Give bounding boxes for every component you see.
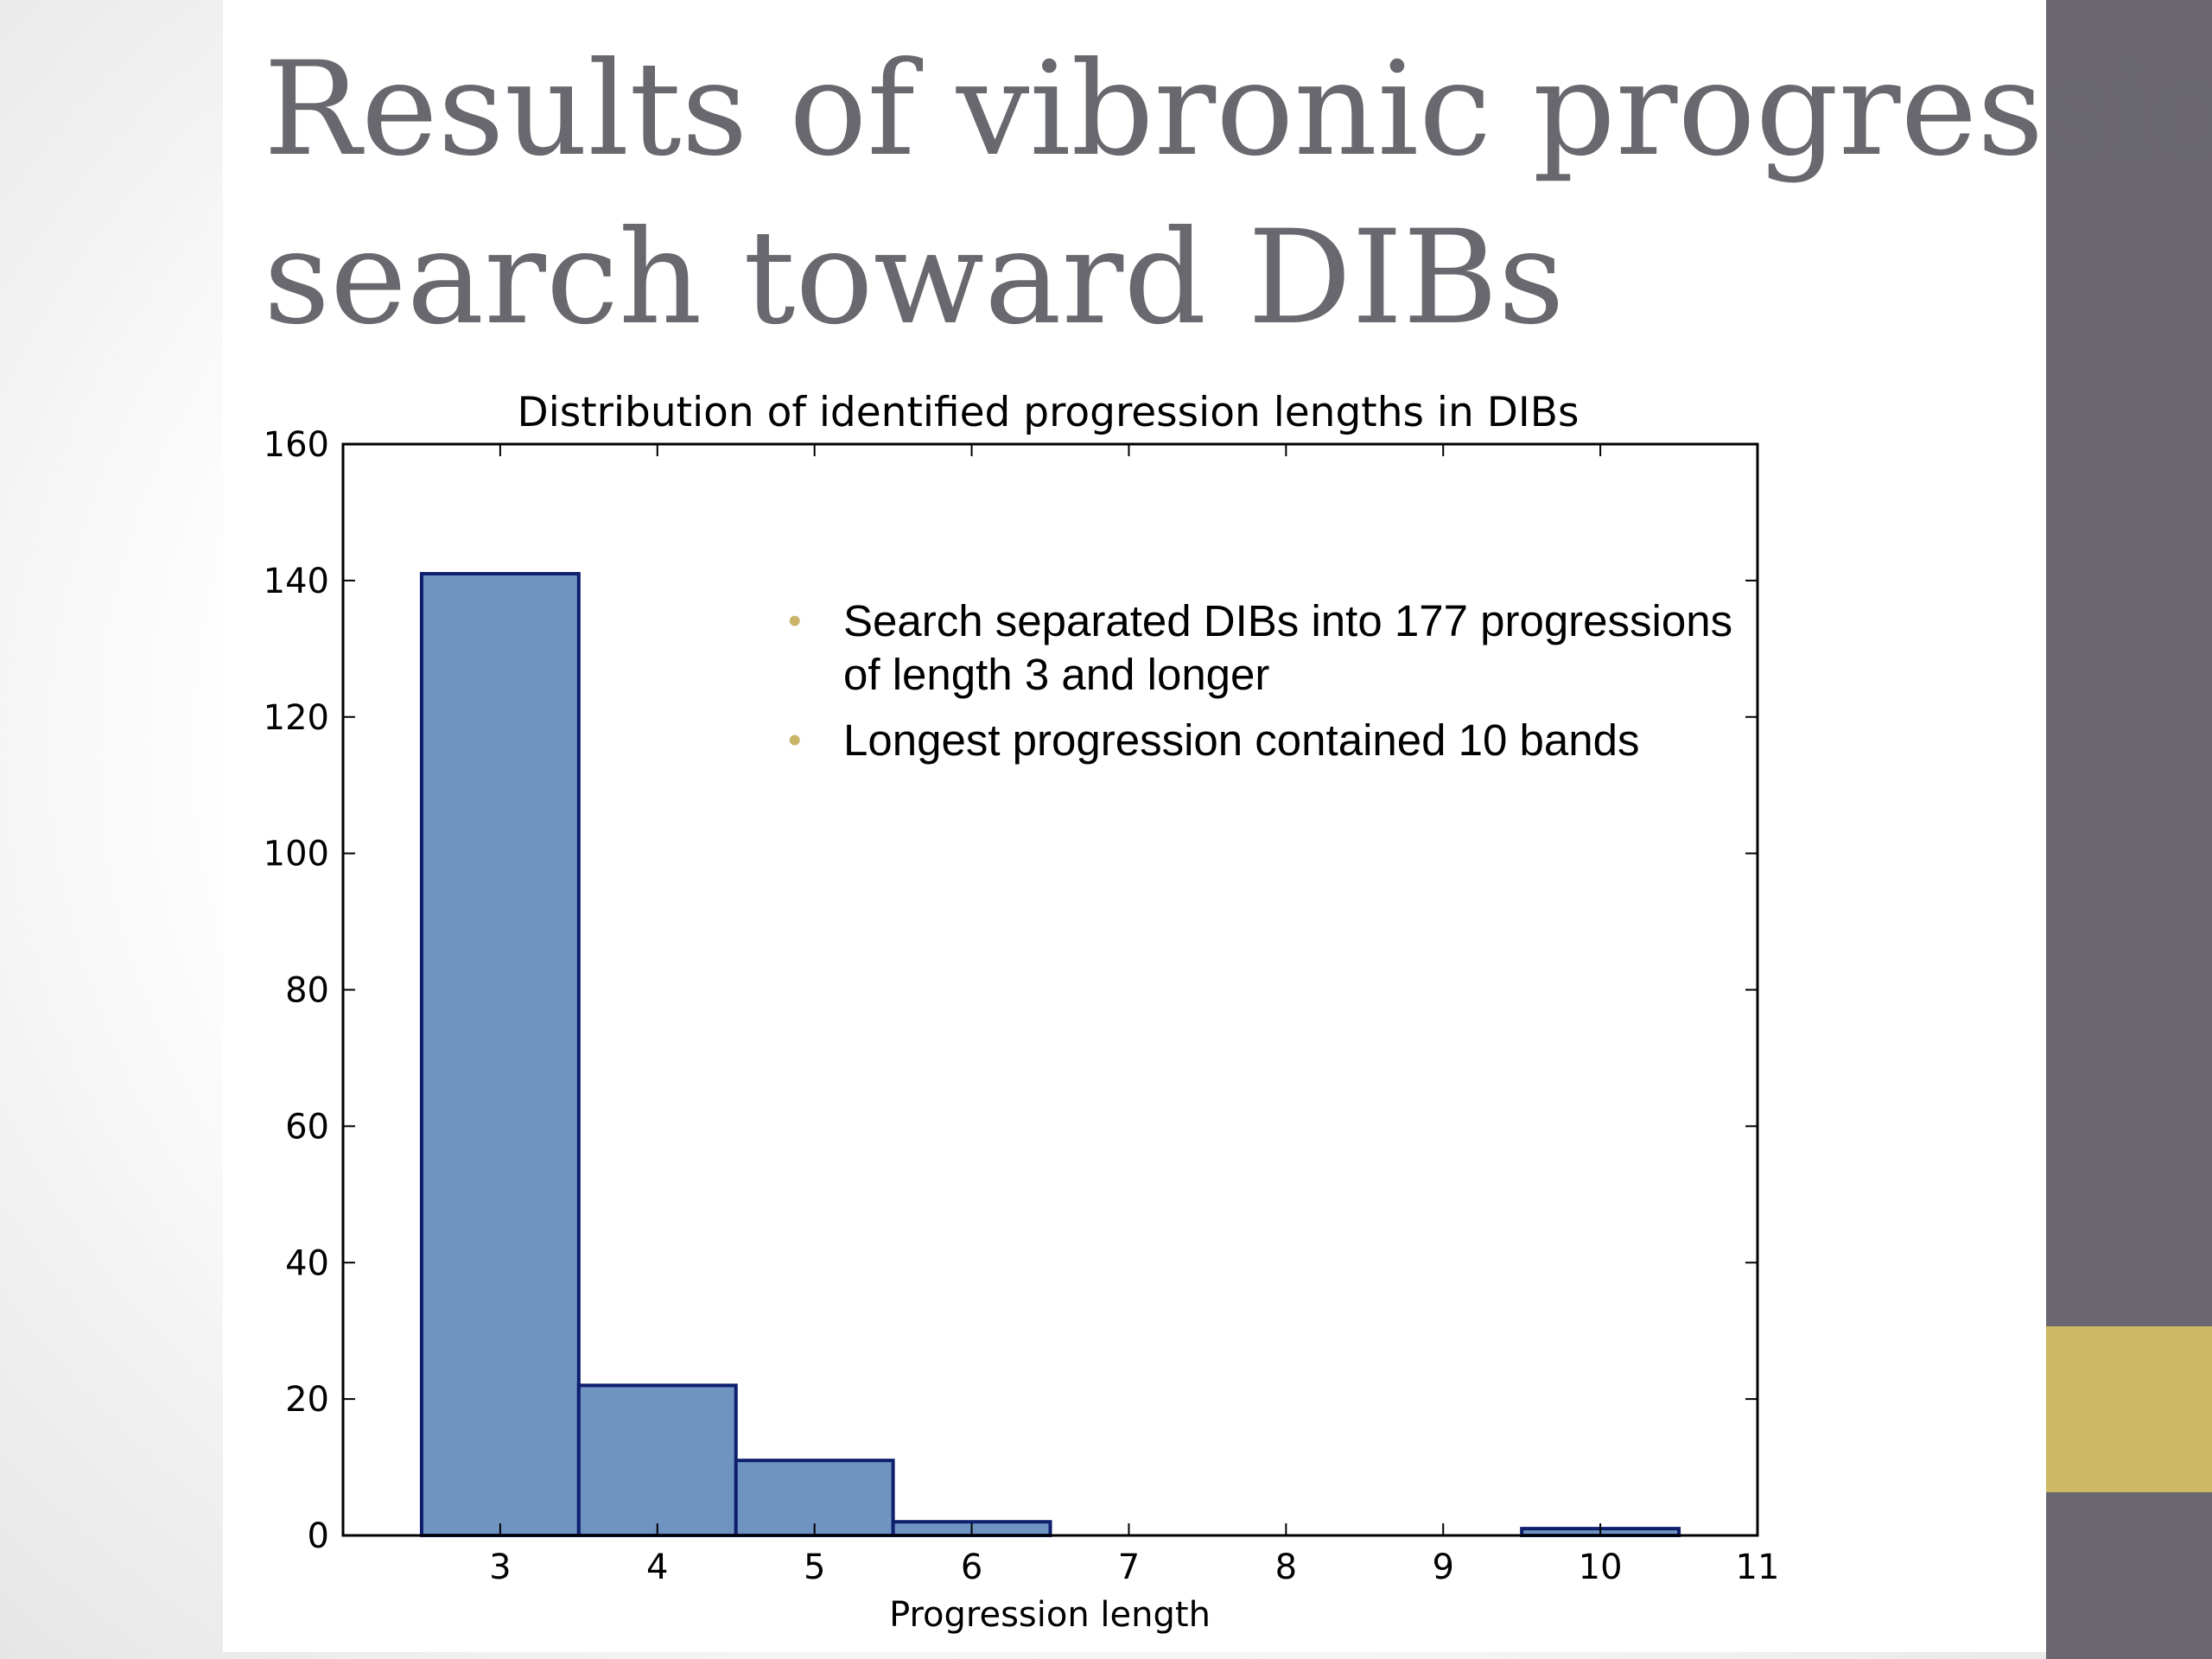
tick-group: 3 4 5 6 7 8 9 10 11 0 20 40 60 80 100 120 140 160 [264, 425, 1780, 1587]
bar-group [419, 571, 1681, 1538]
slide-title-line-1: Results of vibronic progression [264, 35, 2212, 185]
bullet-item: • Search separated DIBs into 177 progres… [778, 594, 1759, 702]
y-tick-label: 20 [285, 1380, 329, 1420]
bar-length-3 [419, 571, 581, 1538]
x-tick-label: 7 [1118, 1548, 1140, 1587]
bullet-text: Search separated DIBs into 177 progressi… [843, 596, 1733, 699]
x-tick-label: 4 [646, 1548, 668, 1587]
bullet-dot-icon: • [788, 600, 802, 642]
x-tick-label: 5 [804, 1548, 825, 1587]
y-tick-label: 140 [264, 562, 329, 601]
x-tick-label: 6 [961, 1548, 982, 1587]
chart-title: Distribution of identified progression l… [518, 389, 1580, 436]
sidebar-accent-block [2046, 1326, 2212, 1492]
y-tick-label: 60 [285, 1107, 329, 1147]
x-tick-label: 10 [1579, 1548, 1623, 1587]
y-tick-label: 100 [264, 835, 329, 874]
bar-length-4 [576, 1383, 738, 1538]
x-tick-label: 9 [1432, 1548, 1453, 1587]
y-tick-label: 0 [308, 1516, 329, 1556]
y-tick-label: 80 [285, 971, 329, 1011]
x-axis-label: Progression length [889, 1595, 1211, 1635]
bullet-dot-icon: • [788, 719, 802, 761]
slide-title-line-2: search toward DIBs [264, 203, 1565, 353]
bullet-text: Longest progression contained 10 bands [843, 715, 1640, 765]
x-tick-label: 8 [1275, 1548, 1297, 1587]
x-tick-label: 11 [1736, 1548, 1780, 1587]
bar-length-5 [734, 1459, 895, 1537]
bullet-item: • Longest progression contained 10 bands [778, 714, 1759, 767]
y-tick-label: 40 [285, 1243, 329, 1283]
bullet-list: • Search separated DIBs into 177 progres… [778, 594, 1759, 779]
slide-title: Results of vibronic progression search t… [264, 26, 2212, 363]
y-tick-label: 160 [264, 425, 329, 465]
x-tick-label: 3 [489, 1548, 511, 1587]
y-tick-label: 120 [264, 698, 329, 738]
